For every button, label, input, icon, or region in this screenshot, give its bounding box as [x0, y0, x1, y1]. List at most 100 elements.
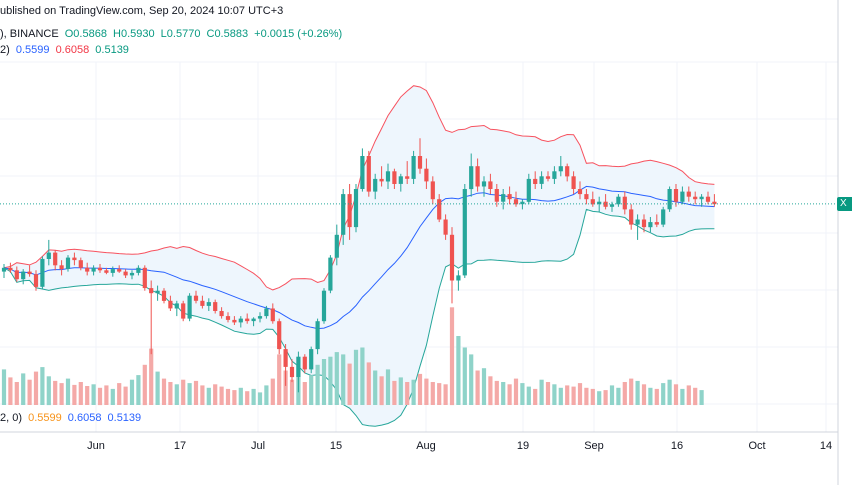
x-tick-label: Aug	[416, 440, 436, 452]
candle-body	[661, 209, 666, 225]
volume-bar	[430, 382, 435, 405]
candle-body	[270, 308, 275, 322]
candle-body	[507, 194, 512, 200]
symbol-text: ), BINANCE	[0, 28, 59, 40]
publish-text: ublished on TradingView.com, Sep 20, 202…	[0, 5, 284, 17]
volume-bar	[97, 387, 103, 406]
candle-body	[481, 181, 487, 187]
volume-bar	[238, 387, 243, 406]
volume-bar	[673, 384, 679, 405]
candle-body	[648, 222, 653, 228]
candle-body	[321, 290, 327, 322]
candle-body	[545, 176, 551, 179]
volume-bar	[8, 377, 13, 405]
volume-bar	[289, 379, 295, 405]
volume-bar	[539, 379, 544, 405]
volume-bar	[59, 383, 64, 405]
candle-body	[149, 288, 154, 294]
vol-legend-lower: 0.5139	[107, 412, 142, 424]
volume-bar	[597, 391, 602, 405]
volume-bar	[501, 382, 506, 405]
x-tick-label: 19	[517, 440, 529, 452]
x-tick-label: Jul	[251, 440, 265, 452]
candle-body	[78, 260, 83, 268]
volume-bar	[424, 378, 429, 405]
volume-bar	[373, 370, 378, 405]
volume-bar	[577, 383, 583, 405]
volume-bar	[149, 348, 154, 405]
candle-body	[526, 178, 531, 202]
volume-bar	[533, 388, 538, 405]
volume-bar	[494, 380, 499, 405]
volume-bar	[142, 364, 147, 406]
volume-bar	[85, 386, 90, 405]
candle-body	[129, 272, 135, 276]
volume-bar	[558, 387, 563, 406]
volume-bar	[309, 375, 314, 405]
candle-body	[181, 303, 186, 319]
candle-body	[315, 321, 320, 350]
bollinger-legend: 2) 0.5599 0.6058 0.5139	[0, 44, 132, 56]
volume-bar	[334, 352, 339, 405]
candle-body	[366, 156, 371, 192]
candle-body	[161, 290, 167, 301]
candle-body	[437, 199, 442, 220]
ohlc-low: L0.5770	[160, 28, 201, 40]
x-tick-label: Jun	[87, 440, 105, 452]
volume-bar	[27, 379, 32, 405]
candle-body	[641, 219, 647, 228]
volume-bar	[385, 369, 391, 405]
candle-body	[296, 356, 301, 377]
candle-body	[187, 295, 192, 319]
volume-bar	[40, 367, 45, 405]
x-tick-label: 16	[671, 440, 683, 452]
candle-body	[430, 181, 435, 200]
candle-body	[398, 176, 403, 184]
volume-bar	[475, 370, 480, 405]
volume-bar	[155, 371, 160, 405]
candle-body	[123, 271, 128, 276]
volume-bar	[129, 379, 135, 405]
candle-body	[417, 156, 423, 169]
volume-bar	[443, 384, 448, 405]
candle-body	[494, 189, 499, 202]
volume-legend: 2, 0) 0.5599 0.6058 0.5139	[0, 412, 144, 424]
volume-bar	[622, 382, 627, 405]
volume-bar	[635, 380, 640, 405]
candle-body	[14, 270, 19, 280]
volume-bar	[520, 383, 525, 405]
candle-body	[104, 270, 109, 273]
candle-body	[91, 267, 96, 272]
candle-body	[705, 196, 711, 202]
candle-body	[385, 171, 391, 182]
candle-body	[590, 199, 595, 205]
x-tick-label: Sep	[584, 440, 604, 452]
candle-body	[475, 166, 480, 187]
candle-body	[85, 267, 90, 272]
ohlc-open: O0.5868	[64, 28, 107, 40]
volume-bar	[603, 390, 608, 405]
volume-bar	[526, 386, 531, 405]
bb-lower-value: 0.5139	[95, 44, 129, 56]
candle-body	[373, 178, 378, 192]
candle-body	[513, 199, 519, 205]
candle-body	[712, 201, 717, 205]
volume-bar	[321, 359, 327, 405]
volume-bar	[590, 388, 595, 405]
volume-bar	[648, 387, 653, 406]
volume-bar	[232, 390, 237, 405]
volume-bar	[481, 368, 487, 405]
bb-upper-value: 0.6058	[55, 44, 90, 56]
candle-body	[558, 166, 563, 172]
volume-bar	[277, 354, 282, 405]
symbol-ohlc-line: ), BINANCE O0.5868 H0.5930 L0.5770 C0.58…	[0, 28, 345, 40]
candle-body	[584, 194, 589, 200]
volume-bar	[629, 378, 634, 405]
volume-bar	[654, 388, 659, 405]
candle-body	[264, 308, 269, 317]
volume-bar	[411, 379, 416, 405]
volume-bar	[641, 384, 647, 405]
candle-body	[616, 196, 621, 205]
volume-bar	[693, 387, 698, 406]
